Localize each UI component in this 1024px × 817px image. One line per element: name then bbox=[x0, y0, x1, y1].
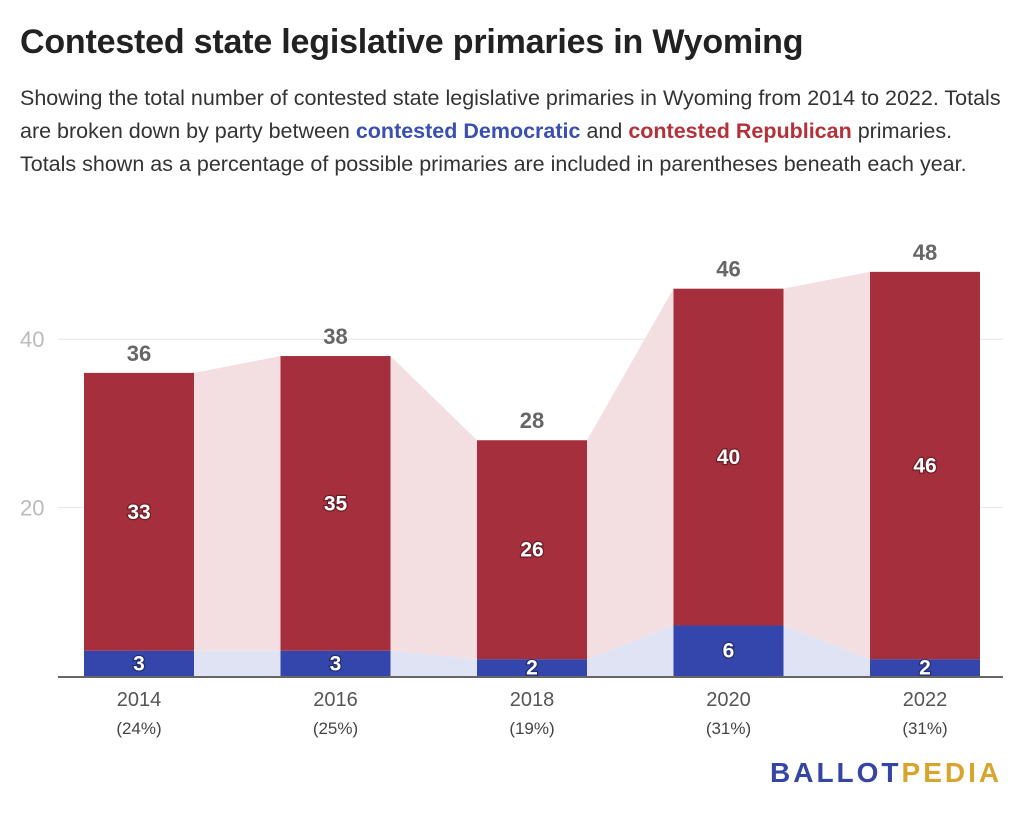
logo-text-ballot: BALLOT bbox=[770, 757, 902, 788]
x-percent-label-2020: (31%) bbox=[706, 719, 751, 738]
democratic-value-label-2020: 6 bbox=[723, 640, 735, 663]
republican-value-label-2018: 26 bbox=[520, 539, 543, 562]
subtitle-republican-label: contested Republican bbox=[628, 119, 852, 143]
total-label-2018: 28 bbox=[520, 408, 544, 433]
y-tick-label-20: 20 bbox=[20, 496, 44, 521]
subtitle-democratic-label: contested Democratic bbox=[355, 119, 581, 143]
democratic-bar-2014 bbox=[84, 650, 194, 676]
democratic-value-label-2018: 2 bbox=[526, 657, 538, 680]
republican-value-label-2022: 46 bbox=[913, 455, 936, 478]
democratic-bar-2016 bbox=[280, 650, 391, 676]
democratic-value-label-2014: 3 bbox=[133, 652, 145, 675]
subtitle-text-1: Showing the total number of contested st… bbox=[20, 86, 1001, 143]
democratic-bar-2020 bbox=[673, 625, 784, 676]
total-label-2014: 36 bbox=[127, 341, 151, 366]
republican-connector-area bbox=[390, 356, 477, 660]
x-tick-label-2016: 2016 bbox=[313, 689, 358, 711]
total-label-2022: 48 bbox=[913, 240, 937, 265]
democratic-bar-2022 bbox=[870, 659, 980, 676]
ballotpedia-logo: BALLOTPEDIA bbox=[770, 757, 1002, 789]
democratic-value-label-2016: 3 bbox=[330, 652, 342, 675]
republican-connector-area bbox=[194, 356, 281, 651]
republican-value-label-2020: 40 bbox=[717, 446, 740, 469]
chart-subtitle: Showing the total number of contested st… bbox=[20, 82, 1005, 181]
x-percent-label-2016: (25%) bbox=[313, 719, 358, 738]
x-tick-label-2018: 2018 bbox=[510, 689, 555, 711]
x-tick-label-2022: 2022 bbox=[903, 689, 948, 711]
democratic-connector-area bbox=[587, 625, 674, 676]
republican-bar-2020 bbox=[673, 288, 784, 626]
subtitle-text-2: and bbox=[580, 119, 629, 143]
democratic-connector-area bbox=[390, 650, 477, 676]
republican-value-label-2016: 35 bbox=[324, 492, 348, 515]
total-label-2020: 46 bbox=[716, 257, 740, 282]
democratic-value-label-2022: 2 bbox=[919, 657, 931, 680]
x-percent-label-2018: (19%) bbox=[509, 719, 554, 738]
y-tick-label-40: 40 bbox=[20, 327, 44, 352]
x-percent-label-2022: (31%) bbox=[902, 719, 947, 738]
republican-value-label-2014: 33 bbox=[127, 501, 150, 524]
democratic-connector-area bbox=[194, 650, 281, 676]
republican-bar-2018 bbox=[477, 440, 587, 660]
x-tick-label-2020: 2020 bbox=[706, 689, 751, 711]
republican-connector-area bbox=[783, 271, 870, 660]
total-label-2016: 38 bbox=[323, 324, 347, 349]
democratic-connector-area bbox=[783, 625, 870, 676]
subtitle-text-3: primaries. Totals shown as a percentage … bbox=[20, 119, 967, 176]
republican-bar-2014 bbox=[84, 372, 194, 651]
republican-connector-area bbox=[587, 288, 674, 660]
chart-title: Contested state legislative primaries in… bbox=[20, 23, 804, 61]
logo-text-pedia: PEDIA bbox=[901, 757, 1003, 788]
x-percent-label-2014: (24%) bbox=[116, 719, 161, 738]
republican-bar-2022 bbox=[870, 271, 980, 660]
democratic-bar-2018 bbox=[477, 659, 587, 676]
x-tick-label-2014: 2014 bbox=[117, 689, 162, 711]
republican-bar-2016 bbox=[280, 356, 391, 651]
